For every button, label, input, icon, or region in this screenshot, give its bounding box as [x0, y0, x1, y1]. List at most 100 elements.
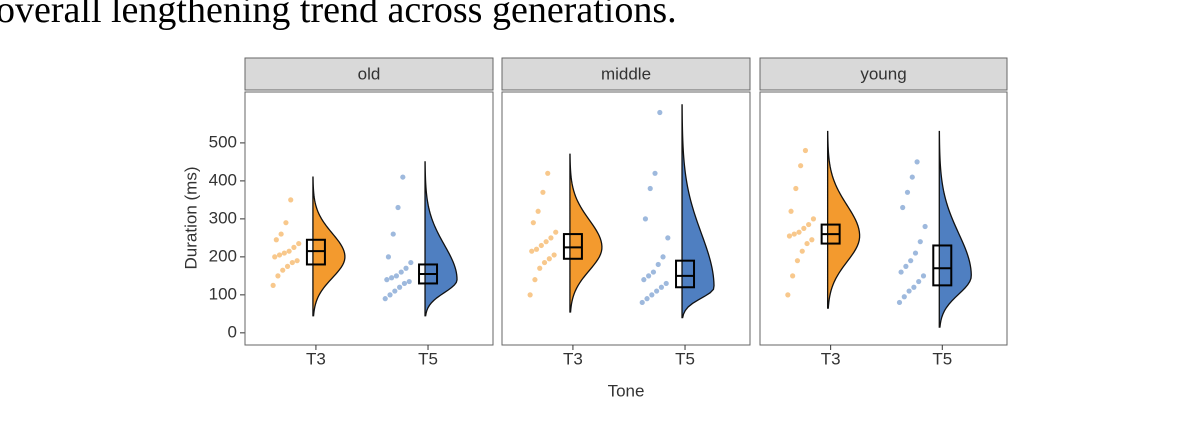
data-point — [392, 288, 398, 294]
data-point — [663, 280, 669, 287]
x-tick-label: T5 — [675, 349, 695, 368]
y-tick-label: 100 — [209, 284, 237, 303]
data-point — [650, 269, 657, 275]
data-point — [904, 189, 911, 195]
data-point — [655, 261, 661, 268]
data-point — [272, 254, 278, 260]
data-point — [296, 240, 302, 247]
data-point — [914, 159, 920, 165]
data-point — [652, 170, 658, 176]
data-point — [406, 278, 412, 285]
data-point — [530, 220, 536, 226]
y-tick-label: 0 — [228, 322, 237, 341]
data-point — [898, 269, 904, 275]
data-point — [896, 299, 903, 306]
half-violin — [569, 153, 603, 313]
data-point — [665, 235, 671, 241]
data-point — [281, 250, 287, 256]
data-point — [799, 248, 805, 254]
data-point — [540, 189, 546, 195]
data-point — [900, 204, 906, 211]
data-point — [785, 292, 791, 298]
data-point — [903, 263, 909, 269]
strip — [501, 57, 751, 91]
y-tick-label: 200 — [209, 246, 237, 265]
y-tick-label: 400 — [209, 170, 237, 189]
data-point — [535, 208, 541, 214]
data-point — [291, 244, 297, 250]
half-violin — [681, 104, 715, 319]
data-point — [532, 277, 538, 283]
data-point — [911, 284, 917, 290]
panel — [244, 91, 494, 346]
data-point — [270, 282, 276, 288]
facet-label: old — [358, 64, 381, 83]
data-point — [537, 265, 543, 271]
data-point — [641, 277, 647, 283]
strip — [759, 57, 1008, 91]
data-point — [548, 235, 554, 241]
data-point — [909, 174, 915, 180]
data-point — [809, 237, 815, 243]
data-point — [798, 163, 804, 169]
data-point — [390, 231, 396, 237]
data-point — [294, 258, 300, 264]
data-point — [278, 231, 284, 237]
data-point — [389, 275, 395, 281]
data-point — [908, 258, 914, 264]
facet-label: young — [860, 64, 906, 83]
data-point — [286, 248, 292, 254]
data-point — [400, 174, 406, 180]
data-point — [920, 273, 927, 279]
data-point — [916, 278, 922, 285]
data-point — [646, 273, 652, 279]
half-violin — [826, 130, 861, 309]
data-point — [660, 254, 666, 260]
data-point — [906, 288, 912, 294]
data-point — [649, 292, 655, 298]
data-point — [545, 170, 551, 176]
strip — [244, 57, 494, 91]
data-point — [806, 221, 812, 228]
data-point — [546, 256, 552, 262]
data-point — [654, 288, 660, 294]
data-point — [529, 248, 535, 254]
x-tick-label: T5 — [418, 349, 438, 368]
panel — [759, 91, 1008, 346]
data-point — [275, 273, 281, 279]
panel — [501, 91, 751, 346]
data-point — [810, 216, 817, 222]
x-tick-label: T3 — [821, 349, 841, 368]
data-point — [553, 229, 559, 235]
data-point — [280, 267, 286, 273]
data-point — [791, 231, 797, 237]
data-point — [801, 225, 807, 231]
data-point — [912, 250, 919, 256]
data-point — [398, 269, 404, 275]
data-point — [288, 197, 294, 203]
data-point — [922, 223, 928, 230]
data-point — [289, 259, 295, 266]
box — [932, 244, 953, 287]
half-violin — [312, 176, 346, 317]
x-tick-label: T5 — [932, 349, 952, 368]
half-violin — [938, 130, 972, 328]
data-point — [538, 242, 544, 249]
data-point — [408, 259, 414, 266]
box — [675, 259, 696, 289]
data-point — [533, 246, 540, 252]
data-point — [385, 254, 392, 260]
paper-text: overall lengthening trend across generat… — [0, 0, 677, 31]
x-tick-label: T3 — [306, 349, 326, 368]
data-point — [283, 220, 289, 226]
x-tick-label: T3 — [563, 349, 583, 368]
data-point — [790, 273, 796, 279]
x-axis-label: Tone — [608, 381, 645, 400]
data-point — [382, 296, 388, 302]
data-point — [527, 292, 533, 298]
y-axis-label: Duration (ms) — [181, 167, 200, 270]
half-violin — [424, 161, 458, 317]
data-point — [658, 284, 665, 290]
data-point — [642, 216, 649, 222]
